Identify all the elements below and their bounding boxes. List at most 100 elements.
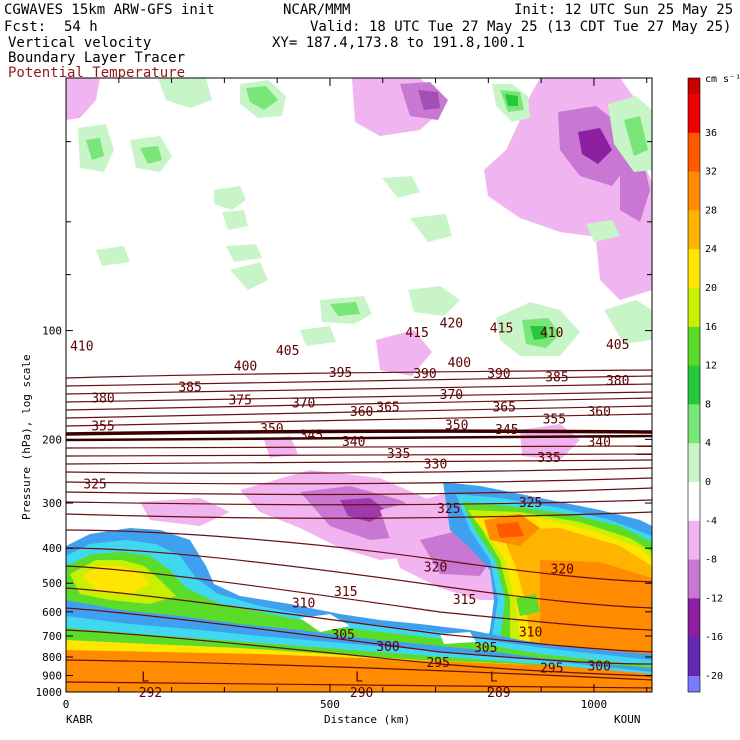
- theta-contour-label: 310: [519, 625, 542, 640]
- y-tick-label: 400: [42, 542, 62, 555]
- theta-contour-label: 335: [387, 447, 410, 462]
- y-tick-label: 700: [42, 630, 62, 643]
- y-axis: 100 200 300 400 500 600 700 800 900 1000: [36, 141, 652, 699]
- colorbar-swatch: [688, 482, 700, 522]
- theta-contour-label: 415: [405, 326, 428, 341]
- theta-contour-label: 289: [487, 686, 510, 701]
- y-tick-label: 500: [42, 577, 62, 590]
- theta-contour-label: 385: [545, 371, 568, 386]
- theta-contour-label: 400: [448, 356, 471, 371]
- theta-contour-label: 295: [426, 656, 449, 671]
- low-theta-marker: L: [141, 670, 149, 685]
- y-tick-label: 900: [42, 669, 62, 682]
- vertical-velocity-colorbar: 36 32 28 24 20 16 12 8 4 0 -4 -8 -12 -16 -20: [687, 77, 723, 693]
- theta-contour-label: 380: [91, 391, 114, 406]
- theta-contour-label: 400: [234, 360, 257, 375]
- colorbar-label: 32: [705, 167, 717, 178]
- colorbar-swatch: [688, 132, 700, 173]
- theta-contour-label: 305: [474, 641, 497, 656]
- theta-contour-label: 315: [334, 585, 357, 600]
- colorbar-frame: [687, 77, 701, 693]
- colorbar-label: 36: [705, 128, 717, 139]
- colorbar-label: -8: [705, 555, 717, 566]
- theta-contour-label: 355: [91, 419, 114, 434]
- colorbar-swatch: [688, 404, 700, 444]
- theta-contour-label: 370: [292, 396, 315, 411]
- theta-contour-label: 405: [276, 344, 299, 359]
- theta-contour-label: 365: [376, 400, 399, 415]
- cross-section-endpoints: XY= 187.4,173.8 to 191.8,100.1: [272, 35, 525, 51]
- forecast-hour: 54 h: [64, 19, 98, 35]
- theta-contour-label: 350: [445, 419, 468, 434]
- theta-contour-label: 380: [606, 374, 629, 389]
- colorbar-label: -20: [705, 671, 723, 682]
- theta-contour-label: 325: [519, 496, 542, 511]
- colorbar-label: 8: [705, 399, 711, 410]
- colorbar-swatch: [688, 78, 700, 94]
- y-tick-label: 600: [42, 606, 62, 619]
- colorbar-swatch: [688, 210, 700, 250]
- theta-contour-label: 300: [587, 660, 610, 675]
- colorbar-swatch: [688, 676, 700, 692]
- colorbar-swatch: [688, 94, 700, 134]
- theta-contour-label: 355: [543, 412, 566, 427]
- theta-contour-label: 340: [342, 435, 365, 450]
- theta-contour-label: 320: [424, 561, 447, 576]
- field-boundary-layer-tracer: Boundary Layer Tracer: [8, 50, 186, 66]
- org-label: NCAR/MMM: [283, 2, 351, 18]
- colorbar-swatch: [688, 637, 700, 677]
- theta-contour-label: 300: [376, 640, 399, 655]
- field-vertical-velocity: Vertical velocity: [8, 35, 152, 51]
- low-theta-marker: L: [490, 670, 498, 685]
- colorbar-swatch: [688, 520, 700, 561]
- valid-time: Valid: 18 UTC Tue 27 May 25 (13 CDT Tue …: [310, 19, 732, 35]
- colorbar-label: -12: [705, 593, 723, 604]
- theta-contour-label: 370: [440, 388, 463, 403]
- theta-contour-label: 345: [495, 423, 518, 438]
- colorbar-label: 20: [705, 283, 717, 294]
- colorbar-label: -4: [705, 516, 717, 527]
- theta-contour-label: 292: [139, 686, 162, 701]
- colorbar-label: 0: [705, 477, 711, 488]
- y-tick-label: 1000: [36, 686, 63, 699]
- theta-contour-label: 310: [292, 596, 315, 611]
- theta-contour-label: 350: [260, 422, 283, 437]
- colorbar-swatch: [688, 249, 700, 289]
- theta-contour-label: 375: [228, 393, 251, 408]
- colorbar-swatch: [688, 288, 700, 328]
- init-time: Init: 12 UTC Sun 25 May 25: [514, 2, 734, 18]
- theta-contour-label: 305: [331, 628, 354, 643]
- plot-frame: [65, 77, 653, 693]
- colorbar-swatch: [688, 171, 700, 211]
- x-tick-label: 1000: [581, 698, 608, 711]
- potential-temperature-contours: [66, 369, 652, 689]
- theta-contour-label: 360: [587, 405, 610, 420]
- y-tick-label: 800: [42, 651, 62, 664]
- theta-labels: 410 405 400 395 390 400 390 385 380 405 410 415 420 4…: [70, 317, 629, 701]
- theta-contour-label: 390: [487, 367, 510, 382]
- theta-contour-label: 315: [453, 593, 476, 608]
- colorbar-swatch: [688, 443, 700, 483]
- colorbar-swatch: [688, 559, 700, 599]
- colorbar-swatch: [688, 326, 700, 367]
- colorbar-label: 4: [705, 438, 711, 449]
- colorbar-label: 12: [705, 361, 717, 372]
- theta-contour-label: 320: [551, 562, 574, 577]
- x-axis-right-station: KOUN: [614, 713, 641, 726]
- colorbar-unit: cm s⁻¹: [705, 74, 740, 85]
- x-axis-left-station: KABR: [66, 713, 93, 726]
- colorbar-swatch: [688, 365, 700, 405]
- colorbar-label: 16: [705, 322, 717, 333]
- y-tick-label: 300: [42, 497, 62, 510]
- x-axis: 0 500 1000: [63, 78, 648, 711]
- theta-contour-label: 420: [440, 317, 463, 332]
- colorbar-label: 28: [705, 205, 717, 216]
- theta-contour-label: 290: [350, 686, 373, 701]
- colorbar-label: 24: [705, 244, 717, 255]
- theta-contour-label: 410: [540, 326, 563, 341]
- theta-contour-label: 415: [490, 321, 513, 336]
- theta-contour-label: 365: [492, 400, 515, 415]
- y-tick-label: 100: [42, 325, 62, 338]
